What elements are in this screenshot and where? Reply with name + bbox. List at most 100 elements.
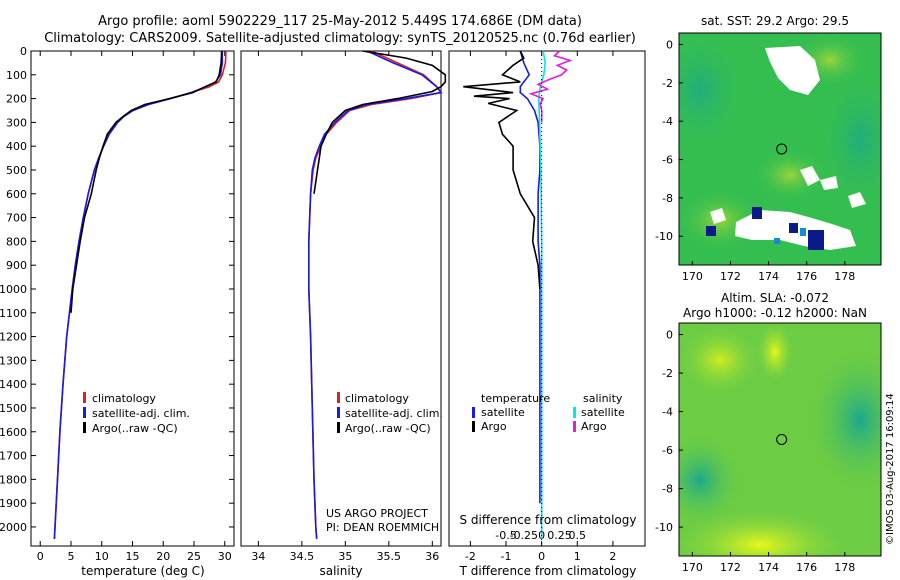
- map-x-tick-label: 176: [796, 270, 817, 283]
- temperature-axes-frame: [30, 50, 235, 547]
- y-tick-label: 1600: [0, 426, 27, 439]
- sla-map-panel: Altim. SLA: -0.072 Argo h1000: -0.12 h20…: [655, 291, 882, 574]
- x-tick-label: 20: [156, 550, 170, 563]
- map-y-tick-label: 0: [666, 39, 673, 52]
- sla-low-patch: [679, 435, 740, 525]
- map-y-tick-label: -2: [662, 77, 673, 90]
- x-tick-label: 10: [95, 550, 109, 563]
- s-difference-xlabel: S difference from climatology: [460, 513, 637, 527]
- x-tick-label: 2: [609, 550, 616, 563]
- sst-map-title: sat. SST: 29.2 Argo: 29.5: [701, 14, 849, 28]
- y-tick-label: 1100: [0, 307, 27, 320]
- sla-map-axes: 170 172 174 176 178 0 -2 -4 -6 -8 -10: [655, 329, 855, 574]
- series-line-argo-raw-qc-: [70, 50, 223, 313]
- argo-float-marker: [776, 433, 788, 445]
- legend-label-salinity-argo: Argo: [581, 420, 607, 433]
- difference-legend: temperature salinity satellite Argo sate…: [472, 392, 625, 433]
- map-x-tick-label: 174: [758, 561, 779, 574]
- legend-title-temperature: temperature: [481, 392, 550, 405]
- y-tick-label: 200: [6, 93, 27, 106]
- legend-swatch-climatology: [337, 392, 340, 403]
- series-line-salinity-argo: [528, 50, 573, 123]
- x-tick-label: 35.5: [377, 550, 402, 563]
- x-tick-label: 5: [67, 550, 74, 563]
- y-tick-label: 1400: [0, 378, 27, 391]
- series-line-temperature-argo: [463, 50, 541, 290]
- x-tick-label: 0: [538, 550, 545, 563]
- sst-cold-pixel: [774, 238, 780, 244]
- map-x-tick-label: 178: [834, 561, 855, 574]
- y-tick-label: 100: [6, 69, 27, 82]
- sst-cold-pixel: [789, 223, 798, 233]
- project-annotation: US ARGO PROJECT: [326, 507, 428, 520]
- map-y-tick-label: -6: [662, 154, 673, 167]
- sst-cold-pixel: [808, 230, 824, 250]
- x-tick-label: 0: [37, 550, 44, 563]
- map-y-tick-label: -4: [662, 406, 673, 419]
- y-tick-label: 1300: [0, 354, 27, 367]
- map-y-tick-label: -2: [662, 367, 673, 380]
- s-tick-label: -0.5: [495, 529, 516, 542]
- map-x-tick-label: 176: [796, 561, 817, 574]
- x-tick-label: 30: [218, 550, 232, 563]
- legend-label-salinity-satellite: satellite: [581, 406, 625, 419]
- x-tick-label: -2: [465, 550, 476, 563]
- pi-annotation: PI: DEAN ROEMMICH: [326, 521, 439, 534]
- map-x-tick-label: 174: [758, 270, 779, 283]
- legend-title-salinity: salinity: [583, 392, 623, 405]
- y-tick-label: 300: [6, 116, 27, 129]
- difference-series: [463, 50, 573, 546]
- s-tick-label: 0.5: [569, 529, 587, 542]
- legend-swatch-salinity-argo: [573, 421, 576, 432]
- y-tick-label: 2000: [0, 521, 27, 534]
- sla-heatmap: [679, 323, 881, 556]
- legend-label-satellite: satellite-adj. clim.: [92, 407, 190, 420]
- s-tick-label: -0.25: [510, 529, 538, 542]
- x-tick-label: 1: [574, 550, 581, 563]
- sst-cool-patch: [679, 33, 745, 150]
- x-tick-label: -1: [501, 550, 512, 563]
- x-tick-label: 34: [251, 550, 265, 563]
- salinity-legend: climatology satellite-adj. clim. Argo(..…: [337, 392, 443, 435]
- sst-cold-pixel: [752, 207, 762, 219]
- title-line-1: Argo profile: aoml 5902229_117 25-May-20…: [98, 14, 582, 29]
- sst-map-frame: [678, 32, 882, 266]
- map-y-tick-label: 0: [666, 329, 673, 342]
- legend-label-argo: Argo(..raw -QC): [92, 422, 178, 435]
- map-x-tick-label: 170: [682, 561, 703, 574]
- map-x-tick-label: 178: [834, 270, 855, 283]
- map-y-tick-label: -10: [655, 230, 673, 243]
- sst-missing-data: [820, 176, 838, 190]
- sst-cool-patch: [820, 70, 881, 210]
- y-tick-label: 800: [6, 235, 27, 248]
- legend-label-satellite: satellite-adj. clim.: [345, 407, 443, 420]
- series-line-temperature-satellite: [519, 50, 541, 504]
- series-line-argo-raw-qc-: [313, 50, 447, 194]
- map-x-tick-label: 172: [720, 561, 741, 574]
- y-tick-label: 400: [6, 140, 27, 153]
- salinity-series: [307, 50, 447, 539]
- temperature-panel: 0100200300400500600700800900100011001200…: [0, 45, 645, 578]
- argo-float-marker: [776, 143, 788, 155]
- sst-map-panel: sat. SST: 29.2 Argo: 29.5: [655, 14, 882, 283]
- legend-swatch-climatology: [83, 392, 86, 403]
- sla-high-patch: [680, 325, 760, 395]
- y-tick-label: 1800: [0, 473, 27, 486]
- legend-swatch-temperature-argo: [472, 421, 475, 432]
- sst-map-axes: 170 172 174 176 178 0 -2 -4 -6 -8 -10: [655, 39, 855, 283]
- x-tick-label: 35: [338, 550, 352, 563]
- temperature-xlabel: temperature (deg C): [81, 564, 204, 578]
- imos-credit: ©IMOS 03-Aug-2017 16:09:14: [885, 393, 896, 545]
- map-y-tick-label: -8: [662, 483, 673, 496]
- sla-low-patch: [810, 350, 881, 490]
- legend-swatch-argo: [83, 422, 86, 433]
- y-tick-label: 700: [6, 212, 27, 225]
- legend-label-climatology: climatology: [92, 392, 156, 405]
- temperature-axis: 0 5 10 15 20 25 30: [37, 51, 232, 563]
- y-tick-label: 500: [6, 164, 27, 177]
- salinity-axes-frame: [240, 50, 442, 547]
- legend-label-temperature-argo: Argo: [481, 420, 507, 433]
- map-y-tick-label: -4: [662, 115, 673, 128]
